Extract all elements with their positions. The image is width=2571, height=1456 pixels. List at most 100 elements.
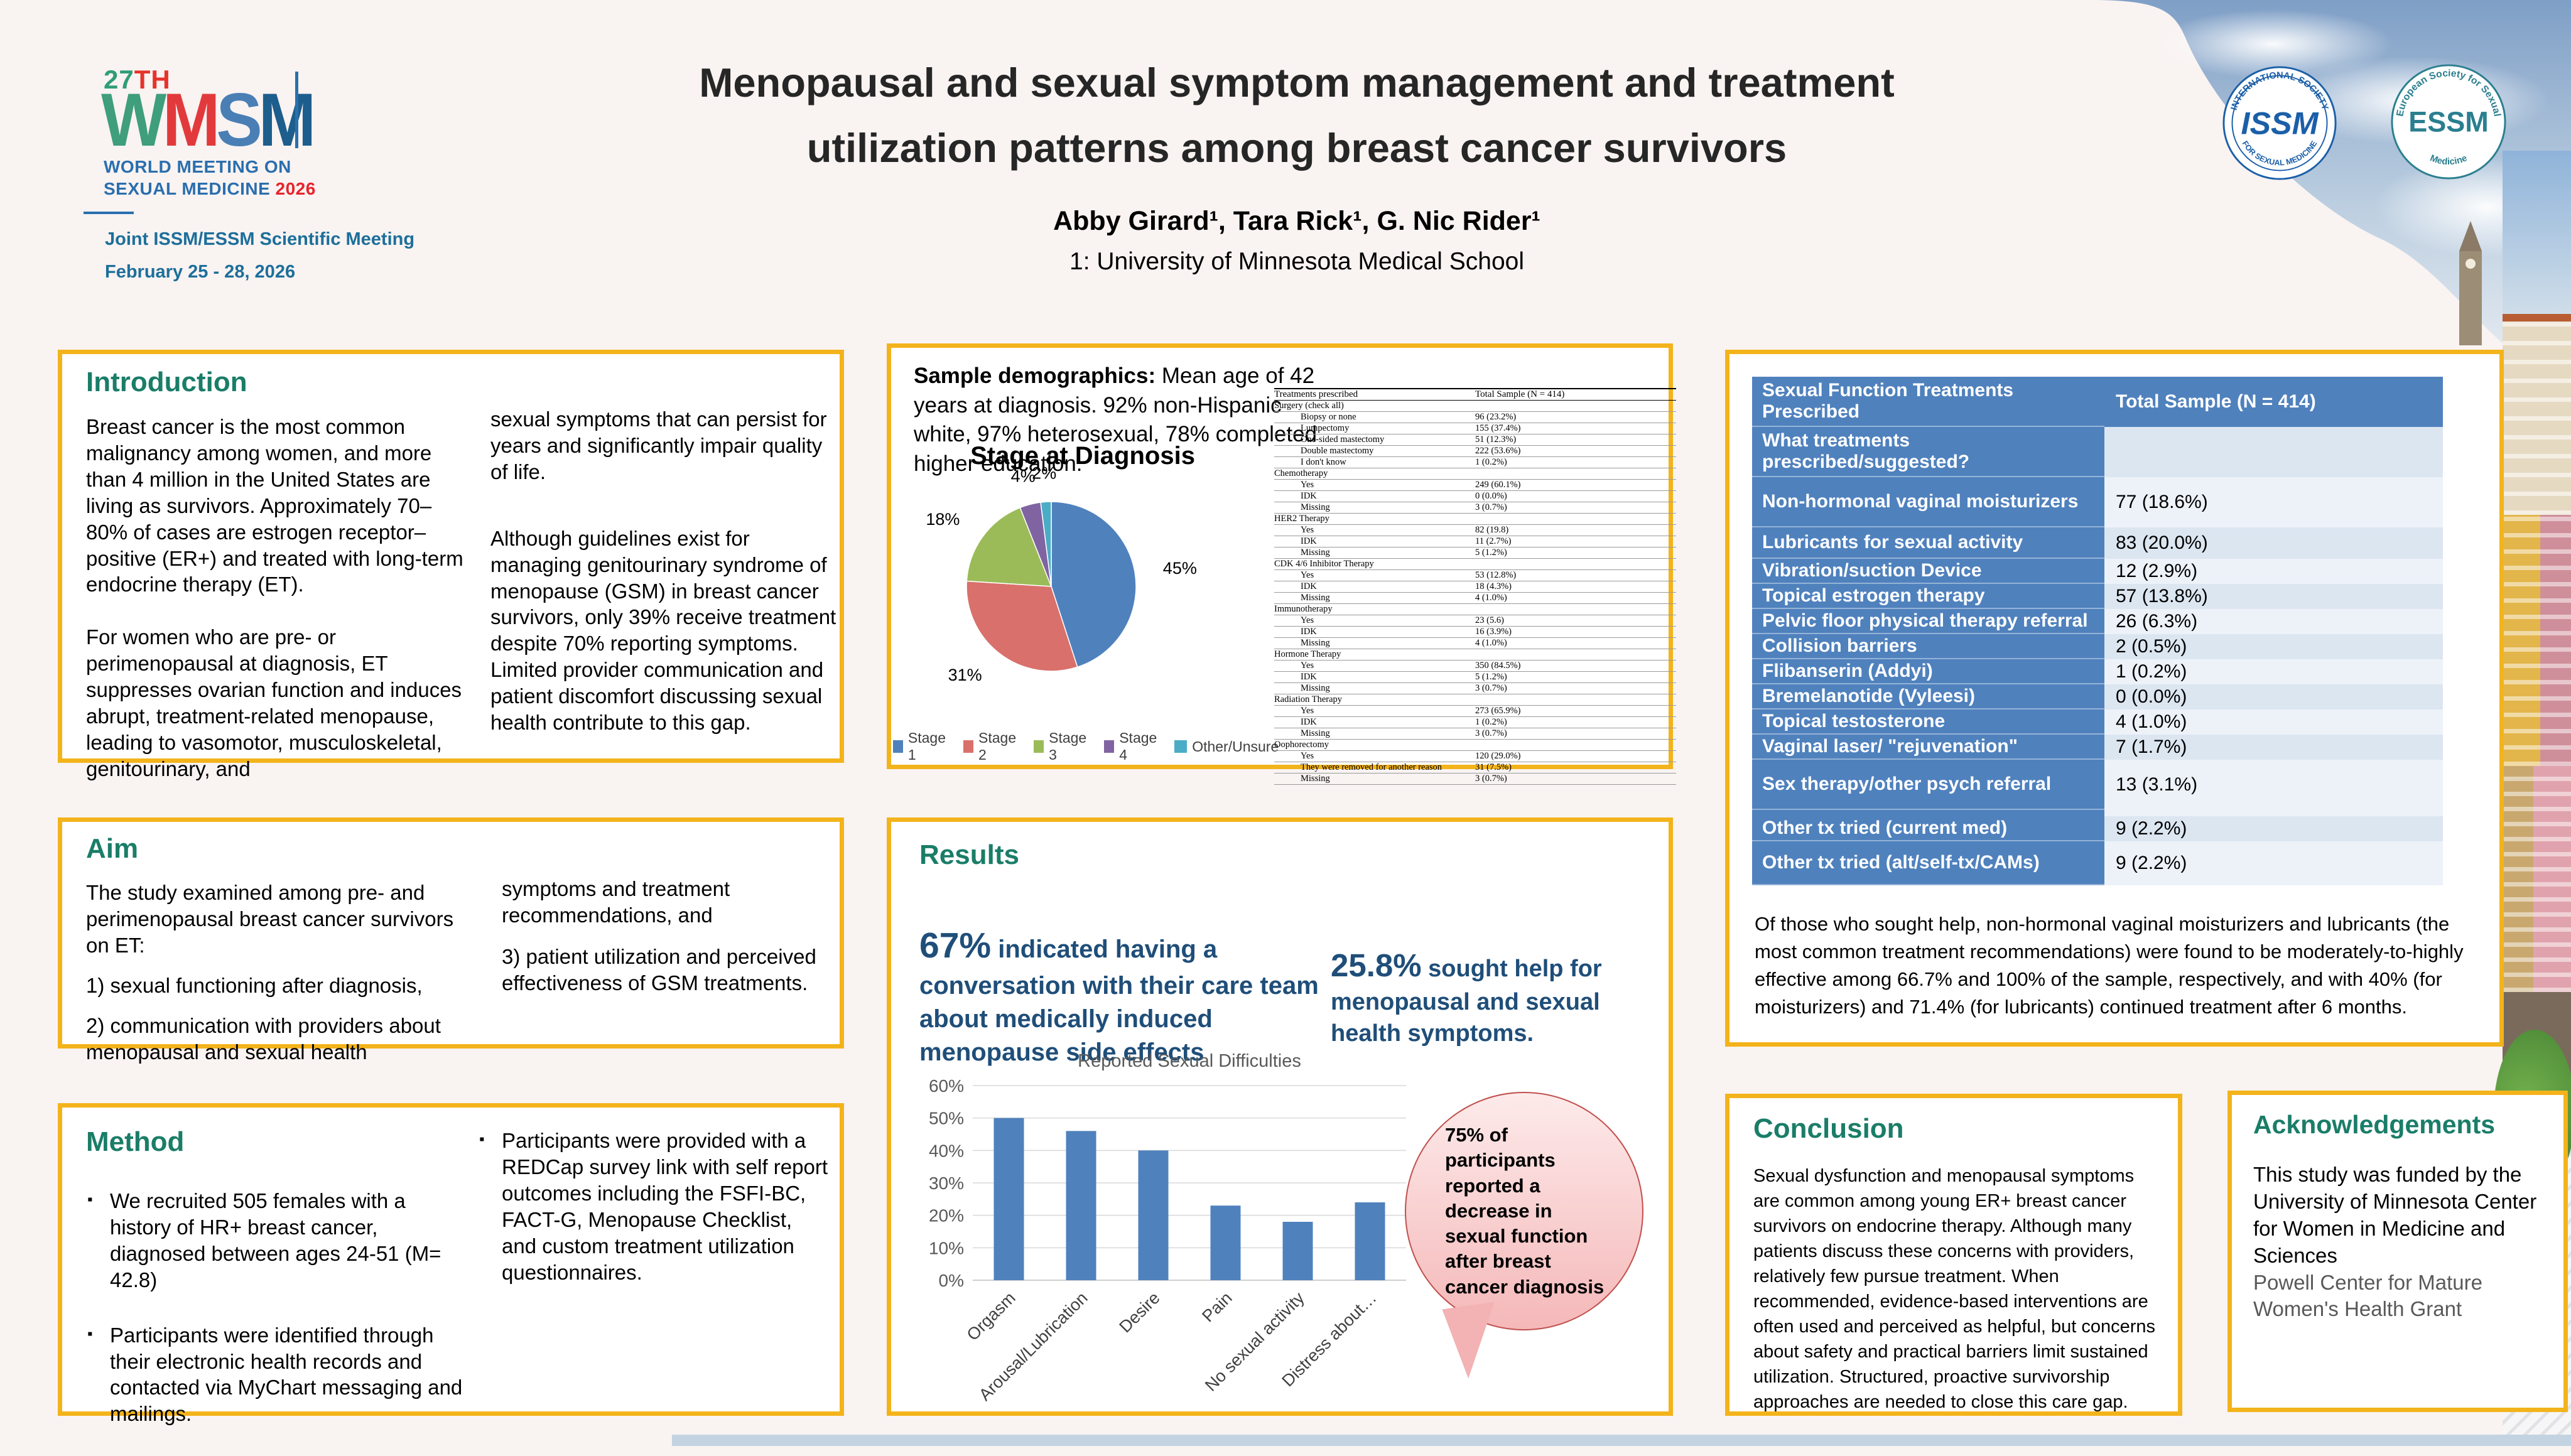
table-row: Missing 3 (0.7%) (1274, 774, 1676, 785)
row-label: Radiation Therapy (1274, 694, 1343, 704)
column-header: Treatments prescribed (1274, 389, 1358, 399)
pie-data-label: 4% (1011, 467, 1036, 486)
table-row: Yes 273 (65.9%) (1274, 706, 1676, 717)
essm-arc-bottom: Medicine (2428, 153, 2469, 167)
treatments-panel: Sexual Function Treatments Prescribed Tot… (1725, 350, 2504, 1047)
row-label: Bremelanotide (Vyleesi) (1752, 684, 2104, 709)
legend-item: Other/Unsure (1174, 730, 1279, 763)
table-row: Vibration/suction Device 12 (2.9%) (1752, 559, 2443, 584)
row-label: Topical estrogen therapy (1752, 584, 2104, 609)
introduction-paragraph: sexual symptoms that can persist for yea… (490, 407, 827, 483)
method-col1: We recruited 505 females with a history … (86, 1188, 466, 1456)
demographics-intro: Sample demographics: Mean age of 42 year… (914, 362, 1328, 478)
row-label: CDK 4/6 Inhibitor Therapy (1274, 559, 1374, 569)
acknowledgements-panel: Acknowledgements This study was funded b… (2227, 1091, 2568, 1412)
results-panel: Results 67% indicated having a conversat… (887, 817, 1673, 1416)
table-row: Surgery (check all) (1274, 401, 1676, 412)
row-value: 96 (23.2%) (1475, 412, 1517, 422)
table-row: One-sided mastectomy 51 (12.3%) (1274, 434, 1676, 446)
table-header-row: Sexual Function Treatments Prescribed Tot… (1752, 377, 2443, 427)
meeting-name: Joint ISSM/ESSM Scientific Meeting (105, 229, 415, 249)
row-label: Hormone Therapy (1274, 649, 1341, 659)
table-row: Immunotherapy (1274, 604, 1676, 615)
row-value: 1 (0.2%) (1475, 457, 1507, 467)
row-value: 57 (13.8%) (2104, 584, 2443, 609)
table-row: Collision barriers 2 (0.5%) (1752, 634, 2443, 659)
demographics-table: Treatments prescribed Total Sample (N = 4… (1274, 388, 1676, 785)
row-value: 249 (60.1%) (1475, 480, 1521, 490)
bar-pain (1210, 1205, 1241, 1280)
essm-logo: European Society for Sexual Medicine ESS… (2391, 64, 2506, 180)
conclusion-heading: Conclusion (1753, 1113, 1904, 1144)
row-label: One-sided mastectomy (1301, 434, 1385, 445)
table-row: Yes 82 (19.8) (1274, 525, 1676, 536)
row-label: Topical testosterone (1752, 709, 2104, 735)
acronym-letter: M (258, 78, 316, 162)
stat-text: sought help for menopausal and sexual he… (1331, 956, 1602, 1047)
table-row: Radiation Therapy (1274, 694, 1676, 706)
y-tick-label: 0% (939, 1271, 964, 1290)
table-row (1752, 810, 2443, 821)
treatments-table: Sexual Function Treatments Prescribed Tot… (1752, 377, 2443, 885)
y-tick-label: 60% (929, 1076, 964, 1096)
table-row: Yes 350 (84.5%) (1274, 661, 1676, 672)
strip-buildings-3 (2503, 766, 2571, 992)
row-label: Other tx tried (alt/self-tx/CAMs) (1752, 841, 2104, 885)
table-row: Sex therapy/other psych referral 13 (3.1%… (1752, 760, 2443, 810)
row-value: 0 (0.0%) (1475, 491, 1507, 501)
table-row: Non-hormonal vaginal moisturizers 77 (18.… (1752, 477, 2443, 527)
row-value: 3 (0.7%) (1475, 728, 1507, 738)
table-row: IDK 16 (3.9%) (1274, 627, 1676, 638)
table-row: IDK 5 (1.2%) (1274, 672, 1676, 683)
table-header-row: Treatments prescribed Total Sample (N = 4… (1274, 388, 1676, 401)
row-value: 4 (1.0%) (1475, 638, 1507, 648)
wmsm-acronym: WMSM (101, 77, 316, 163)
table-row: Yes 120 (29.0%) (1274, 751, 1676, 762)
row-value: 11 (2.7%) (1475, 536, 1512, 546)
pie-data-label: 18% (926, 510, 960, 529)
legend-swatch (1174, 740, 1188, 753)
table-row: Topical estrogen therapy 57 (13.8%) (1752, 584, 2443, 609)
logo-rule (84, 212, 134, 214)
row-value: 3 (0.7%) (1475, 502, 1507, 512)
row-value: 273 (65.9%) (1475, 706, 1521, 716)
table-row: Yes 249 (60.1%) (1274, 480, 1676, 491)
pie-slice-other-unsure (1040, 501, 1052, 587)
table-row: Biopsy or none 96 (23.2%) (1274, 412, 1676, 423)
row-value: 26 (6.3%) (2104, 609, 2443, 634)
aim-col1: The study examined among pre- and perime… (86, 880, 475, 1091)
funding-text: This study was funded by the University … (2253, 1163, 2537, 1267)
logo-divider-line (295, 72, 298, 148)
stat-text: indicated having a conversation with the… (919, 936, 1319, 1066)
row-label: They were removed for another reason (1301, 762, 1442, 772)
header: Menopausal and sexual symptom management… (534, 50, 2060, 276)
legend-label: Stage 1 (907, 730, 946, 763)
row-value: 83 (20.0%) (2104, 527, 2443, 559)
aim-statement: The study examined among pre- and perime… (86, 881, 454, 957)
method-bullet: We recruited 505 females with a history … (86, 1188, 466, 1293)
wmsm-edition: 27TH (104, 65, 171, 95)
row-value: 7 (1.7%) (2104, 735, 2443, 760)
page-title: Menopausal and sexual symptom management… (534, 50, 2060, 181)
acronym-letter: M (162, 78, 220, 162)
method-bullet: Participants were identified through the… (86, 1322, 466, 1428)
introduction-paragraph: Although guidelines exist for managing g… (490, 526, 836, 735)
table-row: Missing 3 (0.7%) (1274, 683, 1676, 694)
row-label: Sex therapy/other psych referral (1752, 760, 2104, 810)
table-row: Missing 3 (0.7%) (1274, 502, 1676, 514)
row-label: I don't know (1301, 457, 1346, 467)
row-label: Pelvic floor physical therapy referral (1752, 609, 2104, 634)
legend-label: Stage 3 (1049, 730, 1087, 763)
row-value: 3 (0.7%) (1475, 683, 1507, 693)
aim-heading: Aim (86, 833, 139, 864)
introduction-heading: Introduction (86, 367, 247, 397)
row-value: 23 (5.6) (1475, 615, 1504, 625)
conclusion-body: Sexual dysfunction and menopausal sympto… (1753, 1166, 2156, 1413)
introduction-panel: Introduction Breast cancer is the most c… (58, 350, 844, 780)
speech-bubble: 75% of participants reported a decrease … (1405, 1092, 1643, 1330)
bar-chart-container: Reported Sexual Difficulties 0% 10% 20% 30% 4… (910, 1042, 1425, 1406)
row-label: Missing (1301, 593, 1330, 603)
demographics-panel: Sample demographics: Mean age of 42 year… (887, 343, 1676, 785)
y-tick-label: 30% (929, 1173, 964, 1193)
row-label: IDK (1301, 536, 1317, 546)
